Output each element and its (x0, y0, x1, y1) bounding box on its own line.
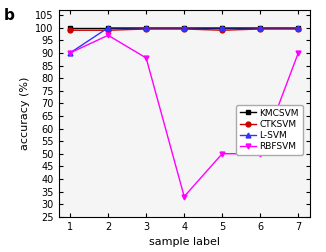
KMCSVM (106, 26, 110, 29)
CTKSVM (296, 27, 300, 30)
L-SVM (68, 51, 72, 54)
CTKSVM (68, 29, 72, 32)
CTKSVM (258, 27, 262, 30)
CTKSVM (106, 29, 110, 32)
L-SVM (296, 26, 300, 29)
CTKSVM (182, 27, 186, 30)
RBFSVM (68, 51, 72, 54)
Line: RBFSVM: RBFSVM (68, 33, 301, 199)
RBFSVM (144, 56, 148, 59)
Line: KMCSVM: KMCSVM (68, 25, 301, 30)
L-SVM (182, 26, 186, 29)
Line: CTKSVM: CTKSVM (68, 26, 301, 33)
KMCSVM (182, 26, 186, 29)
Text: b: b (3, 8, 14, 23)
X-axis label: sample label: sample label (149, 237, 220, 247)
L-SVM (106, 26, 110, 29)
Line: L-SVM: L-SVM (68, 25, 301, 55)
RBFSVM (182, 195, 186, 198)
Legend: KMCSVM, CTKSVM, L-SVM, RBFSVM: KMCSVM, CTKSVM, L-SVM, RBFSVM (236, 105, 303, 155)
L-SVM (258, 26, 262, 29)
KMCSVM (68, 26, 72, 29)
CTKSVM (220, 29, 224, 32)
RBFSVM (220, 152, 224, 155)
RBFSVM (106, 34, 110, 37)
KMCSVM (258, 26, 262, 29)
CTKSVM (144, 27, 148, 30)
KMCSVM (296, 26, 300, 29)
KMCSVM (144, 26, 148, 29)
Y-axis label: accuracy (%): accuracy (%) (20, 77, 30, 150)
RBFSVM (258, 152, 262, 155)
L-SVM (144, 26, 148, 29)
KMCSVM (220, 26, 224, 29)
L-SVM (220, 26, 224, 29)
RBFSVM (296, 51, 300, 54)
